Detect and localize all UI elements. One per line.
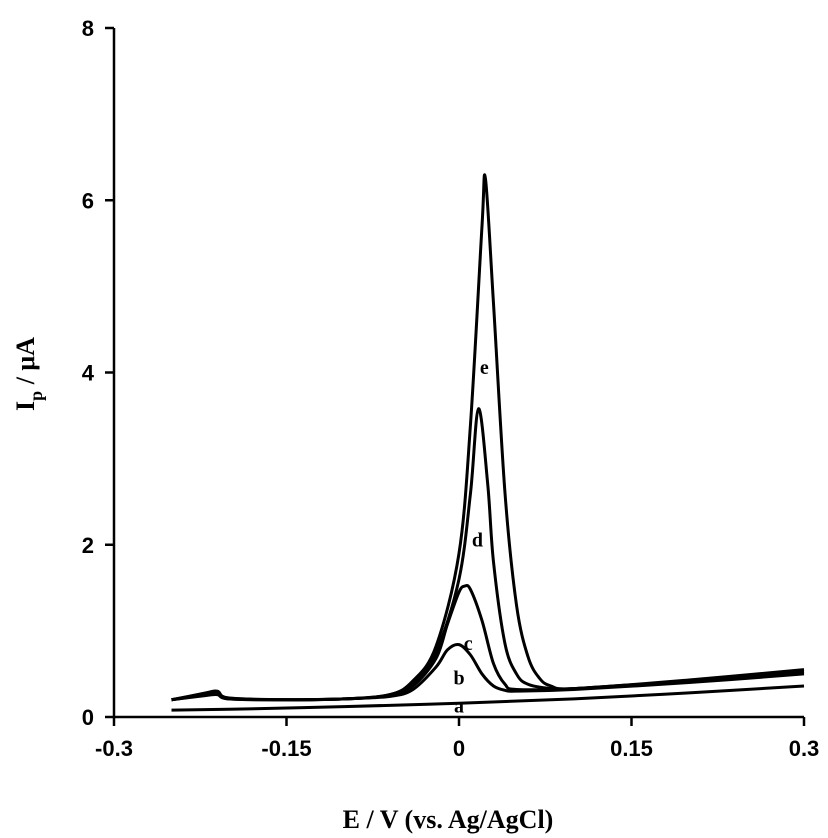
x-tick-label: 0: [453, 736, 465, 761]
y-axis-title: Ip / μA: [11, 337, 46, 411]
curve-label-e: e: [480, 357, 489, 379]
y-tick-label: 0: [82, 705, 94, 730]
curve-label-b: b: [453, 667, 464, 689]
y-axis-title-rest: / μA: [11, 337, 40, 391]
y-tick-label: 8: [82, 16, 94, 41]
x-tick-label: 0.3: [789, 736, 820, 761]
y-tick-label: 4: [82, 361, 95, 386]
y-tick-label: 2: [82, 533, 94, 558]
curve-label-c: c: [464, 633, 473, 655]
x-tick-label: 0.15: [610, 736, 653, 761]
y-axis-title-subscript: p: [26, 391, 46, 401]
curve-d: [171, 407, 805, 702]
curve-labels: abc d e: [453, 357, 488, 717]
x-tick-label: -0.3: [95, 736, 133, 761]
curve-a: [171, 684, 805, 712]
y-axis-title-main: I: [11, 401, 40, 411]
y-axis-ticks: 0 2 4 6 8: [82, 16, 114, 730]
x-axis-ticks: -0.3 -0.15 0 0.15 0.3: [95, 717, 819, 761]
curves: [171, 173, 805, 712]
curve-e: [171, 173, 805, 702]
y-tick-label: 6: [82, 188, 94, 213]
x-axis-title: E / V (vs. Ag/AgCl): [343, 805, 554, 834]
curve-label-d: d: [472, 529, 483, 551]
x-tick-label: -0.15: [261, 736, 311, 761]
curve-label-a: a: [454, 696, 464, 718]
